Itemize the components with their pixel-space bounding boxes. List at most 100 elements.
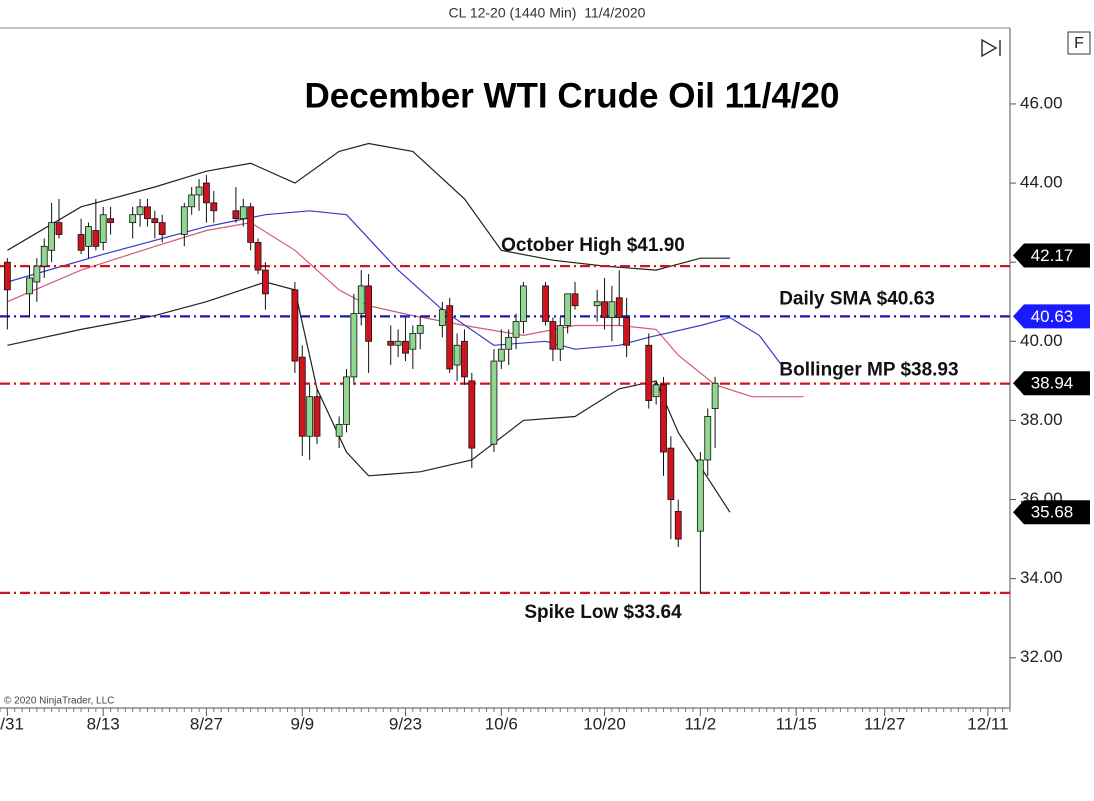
candle-body [696,459,704,532]
candle-body [136,206,144,216]
candle-body [291,289,299,362]
candle-body [210,202,218,212]
candle-body [674,510,682,540]
candle-body [99,214,107,243]
candle-body [615,297,623,318]
indicator-line [7,142,730,271]
candle-body [92,230,100,247]
candle-body [453,344,461,366]
candle-body [298,356,306,437]
x-tick-label: 9/9 [290,714,314,733]
candle-body [48,222,56,251]
y-tick-label: 46.00 [1020,93,1063,112]
copyright: © 2020 NinjaTrader, LLC [4,696,114,707]
candle-body [402,340,409,354]
candle-body [549,321,557,350]
candle-body [387,340,395,346]
price-marker-label: 35.68 [1031,503,1074,522]
price-marker [1013,371,1090,396]
candle-body [652,384,660,398]
price-marker-label: 38.94 [1031,374,1074,393]
candle-body [438,309,446,326]
indicator-line [7,221,804,398]
x-tick-label: 11/2 [684,714,716,733]
candle-body [55,222,63,235]
button-label[interactable]: F [1074,35,1084,52]
chart-title: December WTI Crude Oil 11/4/20 [305,76,840,115]
candle-body [365,285,373,342]
header: CL 12-20 (1440 Min) 11/4/2020 [449,5,646,21]
price-marker-label: 40.63 [1031,307,1074,326]
candle-body [188,194,196,208]
x-tick-label: 12/11 [967,714,1008,733]
candle-body [247,206,255,243]
candle-body [85,226,92,247]
candle-body [77,234,85,251]
axes: 32.0034.0036.0038.0040.0042.0044.0046.00… [0,93,1090,733]
candle-body [26,277,33,295]
candle-body [335,423,343,437]
y-tick-label: 32.00 [1020,647,1063,666]
candle-body [203,182,210,204]
x-tick-label: 10/6 [485,714,518,733]
candle-body [357,285,365,315]
candle-body [520,285,527,322]
candle-body [232,210,240,220]
candle-body [394,340,402,346]
candle-body [350,313,358,378]
candle-body [556,325,564,350]
candle-body [239,206,247,220]
candle-body [158,222,166,235]
candle-body [564,293,572,326]
x-tick-label: 11/15 [776,714,817,733]
price-marker-label: 42.17 [1031,246,1074,265]
candle-body [593,301,601,307]
candle-body [704,416,712,461]
candle-body [129,214,137,224]
candle-body [468,380,476,449]
candle-body [711,382,719,409]
candle-body [571,293,579,307]
candle-body [3,261,11,291]
candle-body [151,218,159,224]
candle-body [446,305,454,370]
candle-body [313,396,321,437]
price-marker [1013,500,1090,525]
level-label: Bollinger MP $38.93 [779,360,958,381]
y-tick-label: 38.00 [1020,410,1063,429]
candle-body [608,301,616,318]
candle-body [505,336,513,350]
y-tick-label: 40.00 [1020,331,1063,350]
candle-body [645,344,653,402]
candle-body [497,348,505,362]
plot-area [0,142,1010,594]
play-icon[interactable] [981,38,1001,58]
candle-body [254,242,262,271]
candle-body [623,317,631,346]
level-label: October High $41.90 [501,235,685,256]
candle-body [542,285,549,322]
x-tick-label: 8/13 [87,714,120,733]
level-label: Daily SMA $40.63 [779,288,935,309]
candle-body [343,376,350,425]
button-box[interactable] [1067,31,1091,55]
candle-body [461,340,468,378]
candle-body [490,360,498,445]
y-tick-label: 44.00 [1020,173,1063,192]
candle-body [144,206,151,220]
candle-body [40,245,48,267]
x-tick-label: 10/20 [583,714,626,733]
candle-body [180,206,188,235]
candle-body [601,301,608,318]
price-marker [1013,304,1090,329]
level-label: Spike Low $33.64 [524,602,682,623]
candle-body [107,218,114,224]
x-tick-label: 8/27 [190,714,223,733]
candle-body [660,384,667,453]
price-marker [1013,243,1090,268]
candle-body [195,186,203,196]
x-tick-label: 7/31 [0,714,24,733]
candle-body [306,396,314,437]
